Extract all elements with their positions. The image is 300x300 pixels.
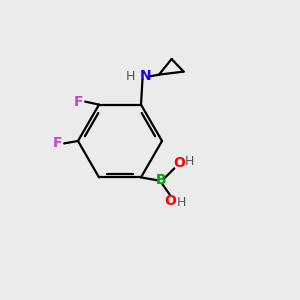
Text: F: F <box>53 136 62 150</box>
Text: H: H <box>176 196 186 209</box>
Text: O: O <box>173 156 185 170</box>
Text: F: F <box>74 94 83 109</box>
Text: O: O <box>164 194 176 208</box>
Text: B: B <box>156 173 167 188</box>
Text: H: H <box>185 155 194 168</box>
Text: N: N <box>140 69 151 83</box>
Text: H: H <box>126 70 135 83</box>
